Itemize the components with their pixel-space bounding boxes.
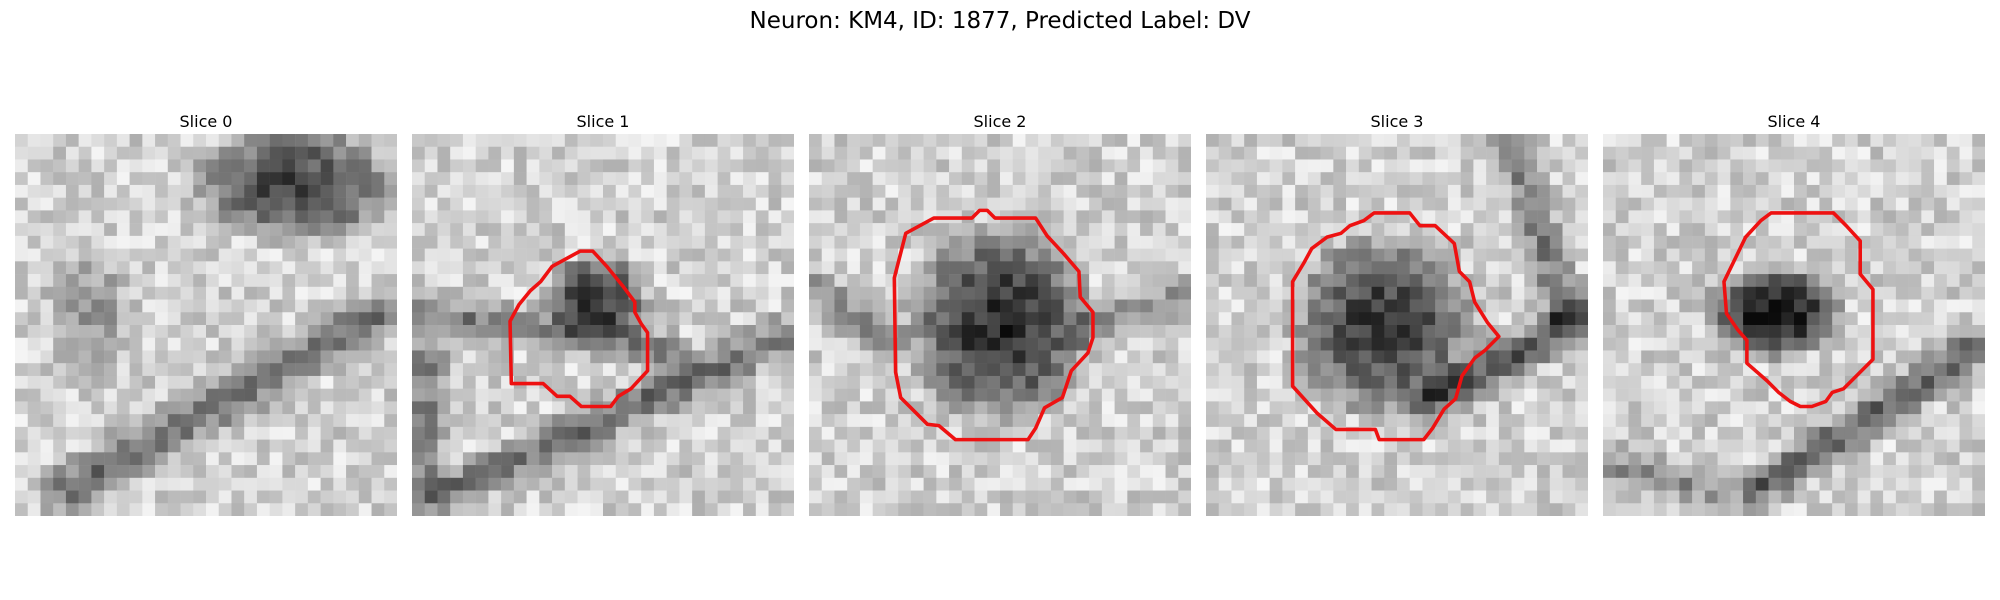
slice-image: [1603, 134, 1985, 516]
figure-title: Neuron: KM4, ID: 1877, Predicted Label: …: [0, 8, 2000, 34]
slice-title: Slice 0: [15, 110, 397, 134]
slice-panel-1: Slice 1: [412, 110, 794, 516]
slice-image: [15, 134, 397, 516]
slice-title: Slice 4: [1603, 110, 1985, 134]
slice-panel-0: Slice 0: [15, 110, 397, 516]
slice-image: [412, 134, 794, 516]
slice-title: Slice 2: [809, 110, 1191, 134]
slice-panel-2: Slice 2: [809, 110, 1191, 516]
slice-image: [809, 134, 1191, 516]
slice-image: [1206, 134, 1588, 516]
slice-title: Slice 3: [1206, 110, 1588, 134]
slice-panel-4: Slice 4: [1603, 110, 1985, 516]
slice-title: Slice 1: [412, 110, 794, 134]
slice-panel-3: Slice 3: [1206, 110, 1588, 516]
